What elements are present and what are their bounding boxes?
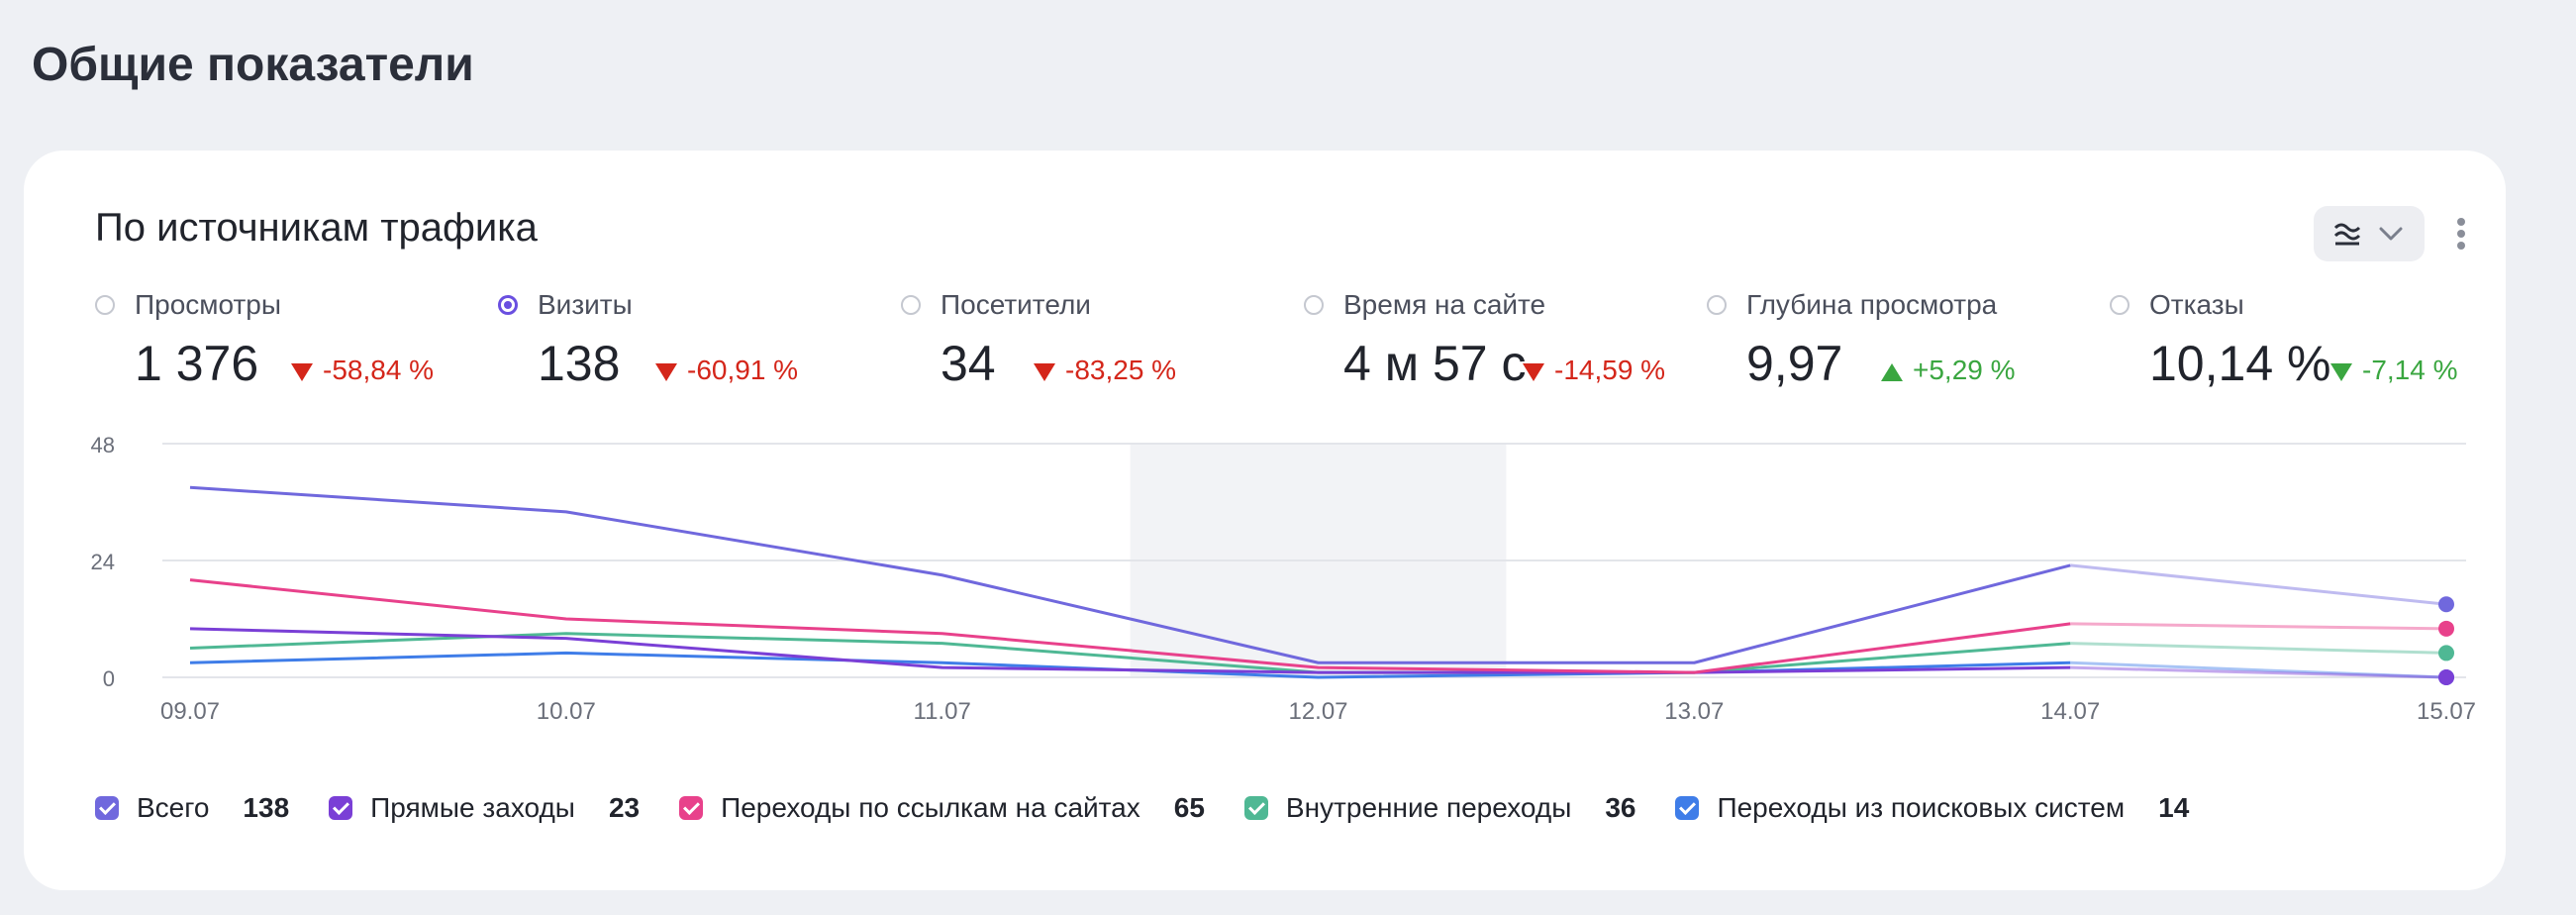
legend-item-search[interactable]: Переходы из поисковых систем 14 <box>1675 792 2189 824</box>
chevron-down-icon <box>2379 227 2403 241</box>
checkbox-checked-icon[interactable] <box>1243 796 1268 820</box>
legend-value: 65 <box>1173 792 1205 823</box>
checkbox-checked-icon[interactable] <box>329 796 353 820</box>
legend-label: Всего <box>137 792 210 823</box>
metric-label: Глубина просмотра <box>1746 289 1998 320</box>
more-options-button[interactable] <box>2449 206 2473 261</box>
series-end-point <box>2438 620 2454 637</box>
x-tick-label: 10.07 <box>537 698 596 725</box>
legend-label: Переходы по ссылкам на сайтах <box>721 792 1140 823</box>
x-tick-label: 13.07 <box>1664 698 1724 725</box>
series-line-partial <box>2070 563 2447 606</box>
metric-delta: +5,29 % <box>1881 355 2016 386</box>
metric-radio[interactable] <box>1304 295 1324 315</box>
x-tick-label: 12.07 <box>1288 698 1347 725</box>
arrow-up-icon <box>1881 362 1903 381</box>
checkbox-checked-icon[interactable] <box>679 796 704 820</box>
metric-value: 138 <box>538 336 621 391</box>
legend-item-links[interactable]: Переходы по ссылкам на сайтах 65 <box>679 792 1205 824</box>
metric-label: Посетители <box>941 289 1091 320</box>
metric-delta: -83,25 % <box>1034 355 1176 386</box>
x-tick-label: 15.07 <box>2417 698 2476 725</box>
series-end-point <box>2438 669 2454 685</box>
x-tick-label: 14.07 <box>2040 698 2100 725</box>
metric-label: Время на сайте <box>1343 289 1546 320</box>
metric-radio[interactable] <box>95 295 115 315</box>
y-tick-label: 48 <box>91 433 115 458</box>
chart-type-dropdown[interactable] <box>2314 206 2425 261</box>
metric-value: 1 376 <box>135 336 259 391</box>
legend-item-total[interactable]: Всего 138 <box>95 792 289 824</box>
series-end-point <box>2438 596 2454 613</box>
traffic-sources-card: По источникам трафика Просмотры 1 376 -5… <box>24 151 2506 890</box>
metric-label: Визиты <box>538 289 633 320</box>
series-end-point <box>2438 645 2454 661</box>
traffic-line-chart: 0 24 48 09.07 10.07 11.07 12.07 13.07 14.07 15.07 <box>91 433 2477 725</box>
page-title: Общие показатели <box>32 39 474 91</box>
chart-lines-icon <box>2333 223 2361 246</box>
x-tick-label: 11.07 <box>914 698 971 725</box>
metric-value: 4 м 57 с <box>1343 336 1527 391</box>
metric-delta: -14,59 % <box>1523 355 1665 386</box>
y-tick-label: 24 <box>91 550 115 574</box>
metric-delta: -60,91 % <box>655 355 798 386</box>
metric-radio[interactable] <box>1707 295 1727 315</box>
legend-item-direct[interactable]: Прямые заходы 23 <box>329 792 640 824</box>
chart-legend: Всего 138 Прямые заходы 23 Переходы по с… <box>95 784 2229 832</box>
card-title: По источникам трафика <box>95 206 538 250</box>
legend-value: 36 <box>1605 792 1636 823</box>
checkbox-checked-icon[interactable] <box>1675 796 1700 820</box>
arrow-down-icon <box>655 362 677 381</box>
legend-label: Прямые заходы <box>370 792 575 823</box>
x-tick-label: 09.07 <box>160 698 220 725</box>
metric-value: 10,14 % <box>2149 336 2331 391</box>
series-line-partial <box>2070 665 2447 679</box>
legend-value: 138 <box>243 792 290 823</box>
arrow-down-icon <box>291 362 313 381</box>
checkbox-checked-icon[interactable] <box>95 796 119 820</box>
series-line <box>189 578 2071 674</box>
metric-label: Отказы <box>2149 289 2244 320</box>
arrow-down-icon <box>1034 362 1055 381</box>
metric-label: Просмотры <box>135 289 281 320</box>
metric-value: 9,97 <box>1746 336 1843 391</box>
legend-value: 23 <box>608 792 641 823</box>
series-line-partial <box>2070 622 2447 631</box>
metric-delta: -7,14 % <box>2330 355 2458 386</box>
legend-item-internal[interactable]: Внутренние переходы 36 <box>1243 792 1636 824</box>
metric-value: 34 <box>941 336 996 391</box>
arrow-down-icon <box>1523 362 1544 381</box>
y-tick-label: 0 <box>103 666 115 691</box>
metric-radio-selected[interactable] <box>498 295 518 315</box>
series-line <box>189 485 2071 664</box>
arrow-down-icon <box>2330 362 2352 381</box>
series-line-partial <box>2070 661 2447 679</box>
more-vertical-icon <box>2457 218 2465 250</box>
legend-label: Переходы из поисковых систем <box>1717 792 2126 823</box>
metric-radio[interactable] <box>2110 295 2130 315</box>
legend-label: Внутренние переходы <box>1285 792 1572 823</box>
metric-radio[interactable] <box>901 295 921 315</box>
legend-value: 14 <box>2158 792 2190 823</box>
metric-delta: -58,84 % <box>291 355 434 386</box>
series-line <box>189 627 2071 674</box>
series-line-partial <box>2070 642 2447 655</box>
